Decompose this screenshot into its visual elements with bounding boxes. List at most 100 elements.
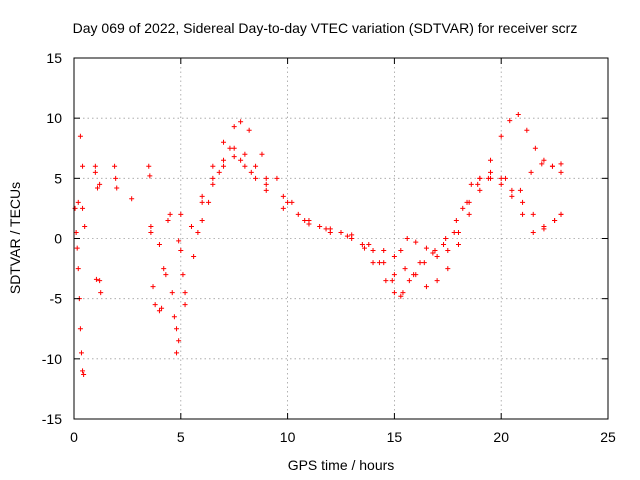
data-point: [231, 124, 237, 130]
data-points: [72, 112, 564, 377]
data-point: [498, 181, 504, 187]
data-point: [402, 266, 408, 272]
data-point: [174, 326, 180, 332]
series-early: [72, 133, 188, 377]
data-point: [112, 163, 118, 169]
series-D: [195, 145, 564, 296]
data-point: [176, 238, 182, 244]
data-point: [338, 229, 344, 235]
data-point: [455, 242, 461, 248]
data-point: [129, 196, 135, 202]
data-point: [302, 217, 308, 223]
data-point: [80, 205, 86, 211]
data-point: [114, 185, 120, 191]
data-point: [517, 187, 523, 193]
data-point: [259, 151, 265, 157]
data-point: [206, 199, 212, 205]
data-point: [148, 229, 154, 235]
data-point: [445, 266, 451, 272]
data-point: [221, 163, 227, 169]
data-point: [75, 266, 81, 272]
data-point: [178, 211, 184, 217]
chart-title: Day 069 of 2022, Sidereal Day-to-day VTE…: [73, 20, 578, 36]
data-point: [180, 272, 186, 278]
data-point: [221, 139, 227, 145]
data-point: [93, 276, 99, 282]
data-point: [530, 211, 536, 217]
data-point: [539, 161, 545, 167]
data-point: [488, 157, 494, 163]
data-point: [74, 245, 80, 251]
y-tick-label: -15: [42, 411, 62, 427]
x-tick-label: 15: [387, 429, 403, 445]
series-A: [188, 112, 564, 278]
data-point: [80, 368, 86, 374]
data-point: [210, 181, 216, 187]
data-point: [231, 145, 237, 151]
data-point: [366, 242, 372, 248]
data-point: [460, 205, 466, 211]
data-point: [94, 185, 100, 191]
data-point: [515, 112, 521, 118]
data-point: [441, 242, 447, 248]
data-point: [477, 187, 483, 193]
data-point: [468, 181, 474, 187]
data-point: [161, 266, 167, 272]
data-point: [502, 175, 508, 181]
data-point: [464, 199, 470, 205]
y-tick-label: 10: [46, 110, 62, 126]
data-point: [475, 181, 481, 187]
data-point: [242, 163, 248, 169]
data-point: [524, 127, 530, 133]
axis-ticks: [73, 57, 609, 420]
data-point: [148, 223, 154, 229]
data-point: [188, 223, 194, 229]
y-tick-label: -5: [50, 291, 63, 307]
data-point: [195, 229, 201, 235]
data-point: [156, 242, 162, 248]
data-point: [455, 229, 461, 235]
data-point: [361, 245, 367, 251]
data-point: [263, 181, 269, 187]
data-point: [423, 284, 429, 290]
data-point: [376, 260, 382, 266]
data-point: [323, 226, 329, 232]
data-point: [152, 302, 158, 308]
data-point: [520, 211, 526, 217]
x-tick-label: 5: [177, 429, 185, 445]
data-point: [263, 175, 269, 181]
data-point: [389, 278, 395, 284]
data-point: [147, 173, 153, 179]
data-point: [210, 175, 216, 181]
data-point: [398, 293, 404, 299]
y-tick-label: 0: [54, 231, 62, 247]
data-point: [421, 260, 427, 266]
series-B: [182, 145, 564, 299]
data-point: [434, 278, 440, 284]
data-point: [391, 290, 397, 296]
data-point: [391, 272, 397, 278]
data-point: [306, 221, 312, 227]
data-point: [159, 305, 165, 311]
data-point: [98, 290, 104, 296]
data-point: [509, 193, 515, 199]
data-point: [77, 133, 83, 139]
data-point: [359, 242, 365, 248]
data-point: [263, 187, 269, 193]
data-point: [216, 169, 222, 175]
data-point: [453, 217, 459, 223]
y-tick-label: 15: [46, 50, 62, 66]
data-point: [509, 187, 515, 193]
data-point: [82, 223, 88, 229]
data-point: [370, 260, 376, 266]
data-point: [174, 350, 180, 356]
data-point: [381, 248, 387, 254]
data-point: [150, 284, 156, 290]
data-point: [498, 175, 504, 181]
data-point: [78, 350, 84, 356]
data-point: [552, 217, 558, 223]
data-point: [558, 161, 564, 167]
grid: [74, 58, 608, 419]
data-point: [451, 229, 457, 235]
data-point: [242, 151, 248, 157]
